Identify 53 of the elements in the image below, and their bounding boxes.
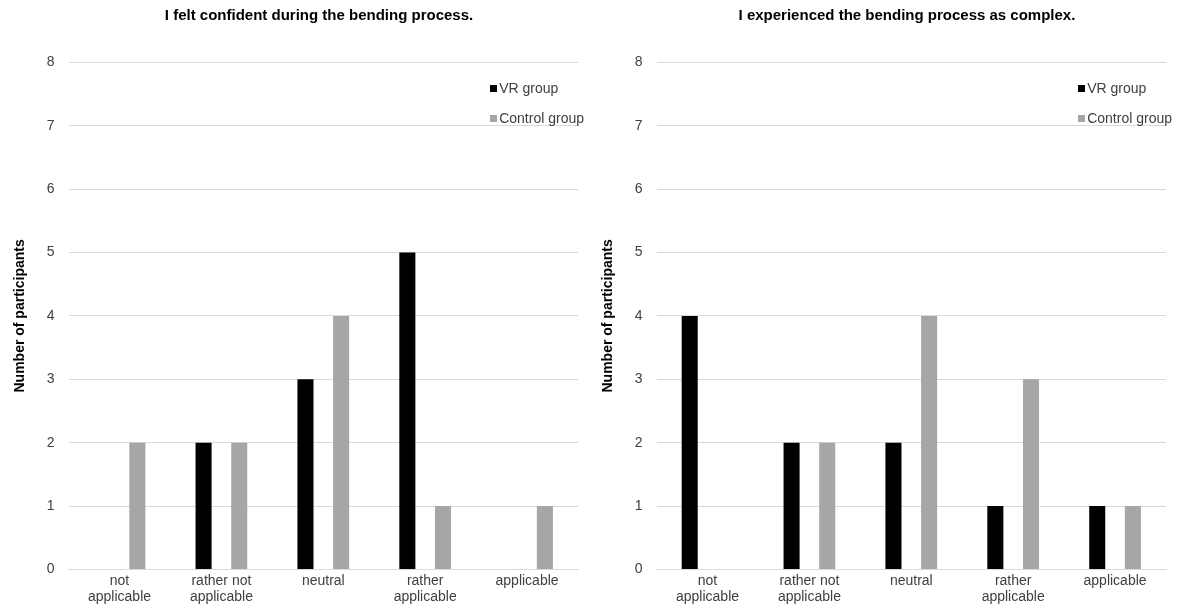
legend-label: VR group: [1087, 80, 1147, 96]
x-tick-label: rather applicable: [981, 571, 1045, 605]
y-tick-label: 6: [634, 180, 643, 197]
legend-label: Control group: [499, 110, 584, 126]
bar: [987, 506, 1004, 569]
bar: [819, 442, 836, 569]
x-tick-label: rather not applicable: [189, 571, 254, 605]
y-tick-label: 6: [46, 180, 55, 197]
y-tick-label: 2: [634, 433, 643, 450]
x-tick-label: not applicable: [88, 571, 152, 605]
bar: [129, 442, 146, 569]
y-tick-label: 0: [634, 560, 643, 577]
bar: [434, 506, 452, 569]
bar: [399, 252, 416, 569]
bar: [1022, 379, 1040, 569]
y-tick-label: 2: [46, 433, 55, 450]
bar: [333, 315, 350, 569]
y-tick-label: 7: [634, 116, 643, 133]
bar: [885, 442, 902, 569]
y-tick-label: 4: [634, 306, 643, 323]
y-tick-label: 4: [46, 306, 55, 323]
x-tick-label: neutral: [301, 571, 345, 588]
bar: [195, 442, 212, 569]
bar: [297, 379, 314, 569]
y-tick-label: 3: [634, 370, 643, 387]
x-tick-label: rather applicable: [393, 571, 457, 605]
legend-label: Control group: [1087, 110, 1172, 126]
y-axis-title: Number of participants: [11, 239, 28, 393]
x-tick-label: not applicable: [676, 571, 740, 605]
bar: [536, 506, 553, 569]
y-tick-label: 0: [46, 560, 55, 577]
y-tick-label: 7: [46, 116, 55, 133]
x-tick-label: applicable: [495, 571, 559, 588]
y-tick-label: 3: [46, 370, 55, 387]
chart-title: I felt confident during the bending process.: [163, 6, 475, 24]
x-tick-label: applicable: [1083, 571, 1147, 588]
bar: [783, 442, 800, 569]
x-tick-label: rather not applicable: [777, 571, 842, 605]
y-tick-label: 8: [46, 53, 55, 70]
chart-title: I experienced the bending process as complex.: [737, 6, 1077, 24]
bar: [1089, 506, 1106, 569]
y-tick-label: 1: [46, 496, 55, 513]
bar: [1124, 506, 1141, 569]
y-axis-title: Number of participants: [599, 239, 616, 393]
x-tick-label: neutral: [889, 571, 933, 588]
bar: [921, 315, 938, 569]
legend-label: VR group: [499, 80, 559, 96]
y-tick-label: 5: [46, 243, 55, 260]
bar: [681, 315, 698, 569]
y-tick-label: 8: [634, 53, 643, 70]
y-tick-label: 1: [634, 496, 643, 513]
y-tick-label: 5: [634, 243, 643, 260]
bar: [231, 442, 248, 569]
